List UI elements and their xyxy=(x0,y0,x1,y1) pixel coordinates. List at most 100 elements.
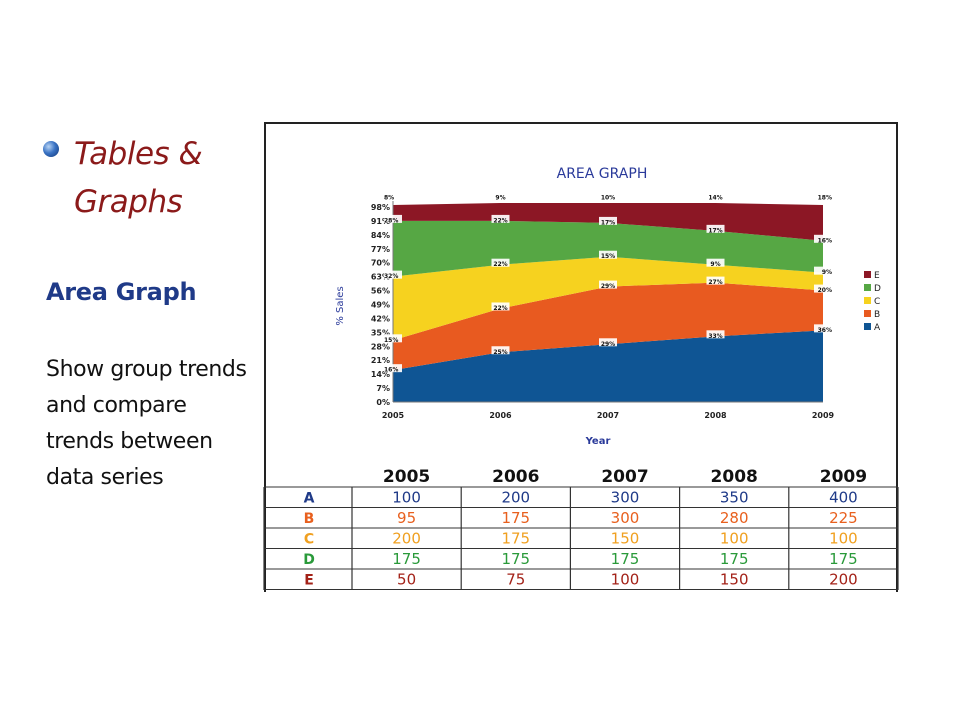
table-cell: 175 xyxy=(501,509,530,527)
data-label-c: 15% xyxy=(601,253,615,260)
slide-heading: Tables & Graphs xyxy=(74,136,203,220)
chart-frame xyxy=(264,122,898,592)
table-cell: 200 xyxy=(392,529,421,547)
table-cell: 175 xyxy=(501,550,530,568)
legend-label-c: C xyxy=(874,297,880,307)
y-tick-label: 91% xyxy=(371,217,390,226)
data-label-bg xyxy=(706,224,725,233)
data-label-e: 8% xyxy=(384,195,394,202)
table-header-cell: 2007 xyxy=(601,467,648,487)
y-tick-label: 14% xyxy=(371,370,390,379)
data-label-bg xyxy=(814,324,832,333)
data-label-c: 22% xyxy=(493,261,507,268)
slide-body-text: Show group trends and compare trends bet… xyxy=(46,357,247,490)
data-label-d: 17% xyxy=(708,227,722,234)
table-cell: 175 xyxy=(501,529,530,547)
table-cell: 95 xyxy=(397,509,416,527)
table-cell: 100 xyxy=(611,570,640,588)
table-cell: 280 xyxy=(720,509,749,527)
table-cell: 100 xyxy=(392,488,421,506)
data-label-d: 17% xyxy=(601,219,615,226)
legend-label-a: A xyxy=(874,323,881,333)
data-label-a: 25% xyxy=(493,349,507,356)
legend-label-d: D xyxy=(874,284,881,294)
data-label-bg xyxy=(599,280,617,289)
y-tick-label: 21% xyxy=(371,356,390,365)
area-layers xyxy=(393,203,823,402)
data-label-a: 29% xyxy=(601,341,615,348)
data-label-bg xyxy=(599,338,617,347)
table-row-label-e: E xyxy=(304,572,314,588)
data-label-bg xyxy=(706,276,725,285)
data-label-e: 10% xyxy=(601,195,615,202)
area-series-a xyxy=(393,330,823,402)
y-tick-label: 98% xyxy=(371,203,390,212)
table-cell: 200 xyxy=(501,488,530,506)
data-label-bg xyxy=(814,266,832,275)
table-cell: 175 xyxy=(392,550,421,568)
data-label-bg xyxy=(706,258,725,267)
data-label-b: 20% xyxy=(818,287,832,294)
data-label-bg xyxy=(814,234,832,243)
data-label-d: 28% xyxy=(384,217,398,224)
y-axis-label: % Sales xyxy=(335,286,346,325)
data-label-b: 29% xyxy=(601,283,615,290)
table-cell: 350 xyxy=(720,488,749,506)
x-tick-label: 2005 xyxy=(382,411,405,420)
data-label-bg xyxy=(491,346,510,355)
data-label-e: 14% xyxy=(708,195,722,202)
table-cell: 175 xyxy=(611,550,640,568)
data-labels: 16% 25% 29% 33% 36% 15% 22% 29% 27% 20% 32% 22% 15% 9… xyxy=(384,195,832,374)
data-label-e: 9% xyxy=(495,195,505,202)
table-cell: 150 xyxy=(611,529,640,547)
legend-swatch-a xyxy=(864,323,871,330)
slide-subheading: Area Graph xyxy=(46,278,197,306)
x-axis-label: Year xyxy=(585,436,611,447)
y-tick-label: 70% xyxy=(371,259,390,268)
data-label-a: 33% xyxy=(708,333,722,340)
data-table: 2005 2006 2007 2008 2009 A 100 200 300 350 400 B 95 1… xyxy=(263,467,899,590)
table-cell: 75 xyxy=(506,570,525,588)
table-cell: 150 xyxy=(720,570,749,588)
x-tick-label: 2007 xyxy=(597,411,619,420)
table-header-cell: 2009 xyxy=(820,467,867,487)
data-label-bg xyxy=(384,364,402,373)
table-cell: 50 xyxy=(397,570,416,588)
x-tick-label: 2006 xyxy=(489,411,512,420)
legend-swatch-e xyxy=(864,271,871,278)
bullet-icon xyxy=(43,141,59,157)
data-label-bg xyxy=(814,284,832,293)
y-tick-label: 56% xyxy=(371,287,390,296)
table-cell: 175 xyxy=(720,550,749,568)
table-row-label-a: A xyxy=(304,490,315,506)
data-label-d: 16% xyxy=(818,237,832,244)
data-label-e: 18% xyxy=(818,195,832,202)
table-row-label-b: B xyxy=(304,511,315,527)
y-tick-label: 42% xyxy=(371,314,390,323)
y-tick-label: 84% xyxy=(371,231,390,240)
chart-title: AREA GRAPH xyxy=(557,166,648,182)
table-header-cell: 2005 xyxy=(383,467,430,487)
data-label-bg xyxy=(384,214,402,223)
table-cell: 100 xyxy=(720,529,749,547)
legend-label-e: E xyxy=(874,271,880,281)
table-cell: 300 xyxy=(611,509,640,527)
data-label-a: 16% xyxy=(384,367,398,374)
data-label-c: 9% xyxy=(710,261,720,268)
data-label-bg xyxy=(491,302,510,311)
data-label-bg xyxy=(599,216,617,225)
data-label-bg xyxy=(491,214,510,223)
legend-label-b: B xyxy=(874,310,880,320)
table-cell: 225 xyxy=(829,509,858,527)
table-cell: 175 xyxy=(829,550,858,568)
data-label-b: 22% xyxy=(493,305,507,312)
legend-swatch-b xyxy=(864,310,871,317)
y-tick-label: 63% xyxy=(371,273,390,282)
table-cell: 100 xyxy=(829,529,858,547)
y-tick-label: 49% xyxy=(371,300,390,309)
data-label-d: 22% xyxy=(493,217,507,224)
legend-swatch-c xyxy=(864,297,871,304)
legend-swatch-d xyxy=(864,284,871,291)
